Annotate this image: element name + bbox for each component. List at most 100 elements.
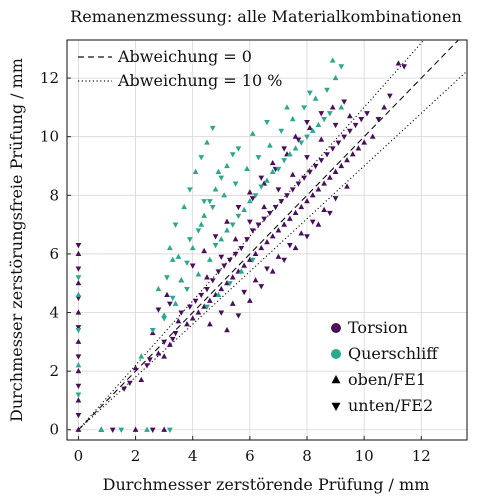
querschliff-point <box>169 295 176 302</box>
querschliff-point <box>264 177 270 183</box>
torsion-point <box>281 146 288 152</box>
torsion-point <box>229 274 236 280</box>
querschliff-point <box>301 105 308 111</box>
querschliff-point <box>292 145 299 151</box>
querschliff-point <box>204 304 210 310</box>
torsion-point <box>126 380 133 387</box>
torsion-point <box>229 300 236 306</box>
y-tick-labels: 0 2 4 6 8 10 12 <box>40 69 71 439</box>
querschliff-point <box>315 121 322 128</box>
torsion-point <box>301 175 308 181</box>
querschliff-point <box>309 127 316 133</box>
torsion-point <box>321 180 328 186</box>
torsion-point <box>235 204 242 211</box>
reference-line-ten-percent <box>78 70 467 431</box>
querschliff-point <box>284 104 290 110</box>
querschliff-point <box>229 152 236 158</box>
torsion-point <box>75 295 82 302</box>
torsion-point <box>75 309 82 315</box>
torsion-point <box>304 119 310 126</box>
legend-marker-label: Querschliff <box>348 344 439 363</box>
torsion-point <box>295 137 302 143</box>
querschliff-point <box>186 237 193 243</box>
querschliff-point <box>312 95 319 101</box>
torsion-point <box>209 278 216 284</box>
torsion-point <box>364 111 370 117</box>
torsion-point <box>318 158 325 164</box>
torsion-point <box>221 263 228 269</box>
torsion-point <box>281 221 288 227</box>
torsion-point <box>226 257 233 263</box>
querschliff-point <box>215 291 222 298</box>
querschliff-point <box>184 287 190 293</box>
querschliff-point <box>324 87 330 94</box>
x-tick-label: 4 <box>188 447 198 465</box>
querschliff-point <box>186 187 193 193</box>
querschliff-point <box>221 192 228 198</box>
torsion-point <box>198 292 205 299</box>
torsion-point <box>258 284 265 290</box>
querschliff-point <box>149 328 156 334</box>
torsion-point <box>224 280 230 286</box>
torsion-point <box>312 163 319 170</box>
x-tick-label: 6 <box>245 447 255 465</box>
torsion-point <box>75 325 82 331</box>
torsion-point <box>309 192 316 198</box>
querschliff-point <box>75 275 82 281</box>
torsion-point <box>275 187 282 193</box>
torsion-point <box>241 262 248 268</box>
querschliff-point <box>269 168 276 174</box>
torsion-point <box>315 186 322 192</box>
torsion-point <box>252 250 259 256</box>
torsion-point <box>381 104 388 110</box>
torsion-point <box>272 204 279 211</box>
querschliff-point <box>332 74 339 81</box>
querschliff-point <box>184 260 190 266</box>
querschliff-point <box>321 117 328 123</box>
torsion-point <box>155 350 162 356</box>
querschliff-point <box>192 168 199 174</box>
torsion-point <box>341 134 348 140</box>
torsion-point <box>326 210 333 217</box>
torsion-point <box>352 122 359 129</box>
torsion-point <box>161 353 168 359</box>
torsion-point <box>358 117 365 123</box>
legend-line-label: Abweichung = 10 % <box>117 71 282 90</box>
torsion-point <box>292 133 299 139</box>
legend-markers: Torsion Querschliff oben/FE1 unten/FE2 <box>331 318 439 415</box>
querschliff-point <box>338 64 345 70</box>
torsion-point <box>161 339 168 346</box>
torsion-point <box>246 256 253 262</box>
legend-triangle-marker <box>331 375 341 384</box>
torsion-point <box>241 289 248 296</box>
querschliff-point <box>306 90 313 96</box>
plot-frame <box>66 39 468 441</box>
querschliff-point <box>175 253 182 259</box>
querschliff-point <box>172 222 179 228</box>
querschliff-point <box>204 139 210 145</box>
querschliff-point <box>164 275 170 281</box>
querschliff-point <box>212 243 219 249</box>
torsion-point <box>346 112 353 119</box>
torsion-point <box>144 363 150 369</box>
chart-title: Remanenzmessung: alle Materialkombinatio… <box>70 7 462 26</box>
torsion-point <box>184 321 190 327</box>
y-tick-label: 2 <box>49 362 59 380</box>
torsion-point <box>281 257 288 263</box>
querschliff-point <box>281 158 288 164</box>
torsion-point <box>224 326 230 333</box>
torsion-point <box>264 266 270 272</box>
querschliff-point <box>232 181 239 187</box>
torsion-point <box>178 310 185 316</box>
querschliff-point <box>198 155 205 161</box>
torsion-point <box>224 218 230 224</box>
querschliff-point <box>264 119 270 126</box>
torsion-point <box>75 354 82 360</box>
torsion-point <box>218 254 225 261</box>
querschliff-point <box>75 362 82 368</box>
torsion-point <box>75 266 82 272</box>
torsion-point <box>338 162 345 169</box>
querschliff-point <box>201 199 208 205</box>
torsion-point <box>275 253 282 259</box>
torsion-point <box>75 338 82 344</box>
